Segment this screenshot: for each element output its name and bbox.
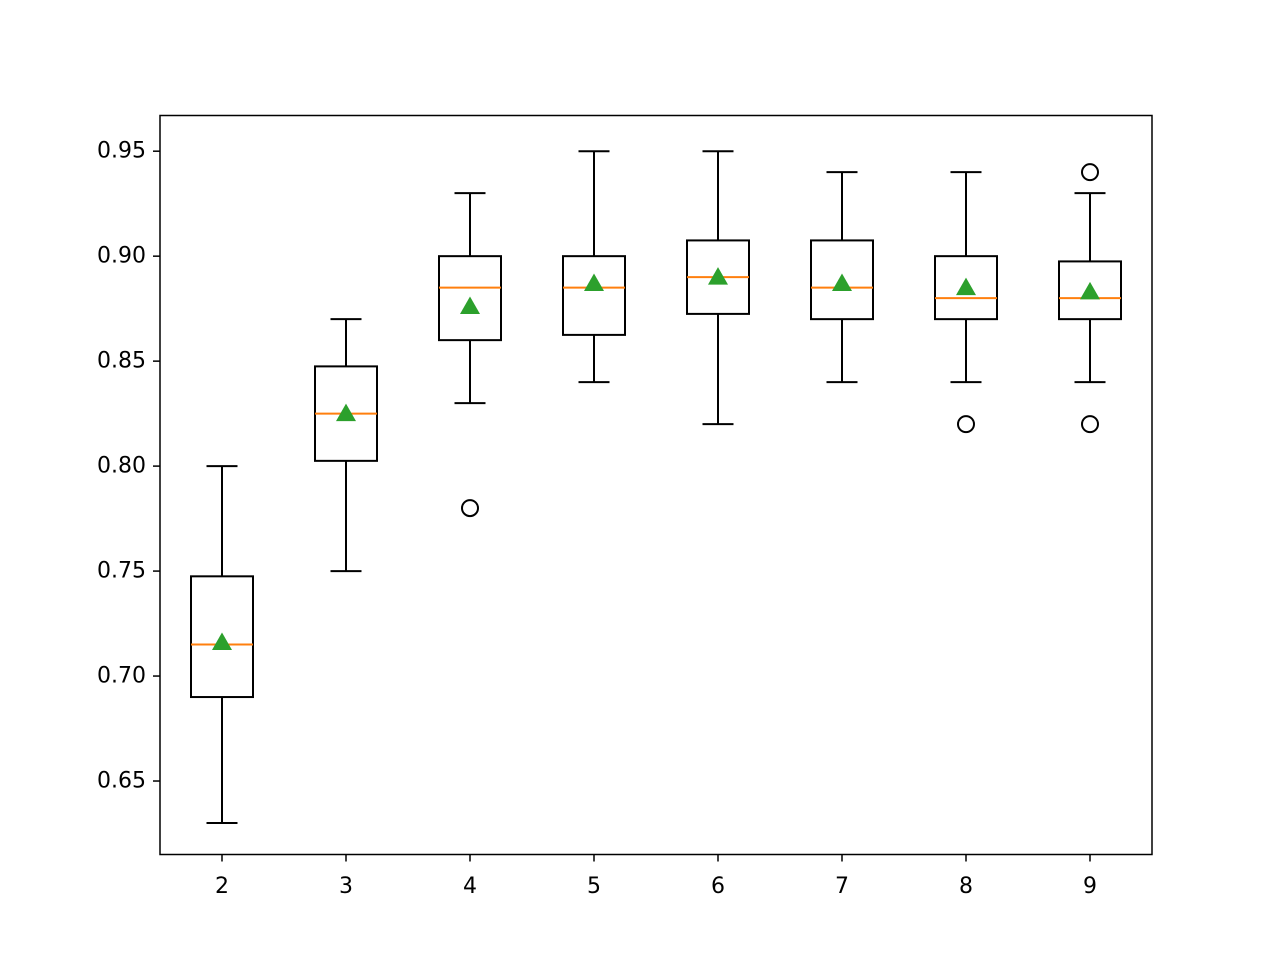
plot-area: [190, 150, 1122, 825]
axes-frame: [159, 114, 1153, 856]
box-group-9: [1058, 163, 1122, 434]
mean-marker: [336, 403, 356, 422]
y-tick-label: 0.80: [97, 454, 146, 479]
box-group-4: [438, 192, 502, 518]
outlier-point: [957, 415, 975, 434]
outlier-point: [1081, 415, 1099, 434]
x-tick-label: 6: [711, 874, 725, 899]
outlier-point: [461, 499, 479, 518]
mean-marker: [212, 632, 232, 650]
x-axis: 2 3 4 5 6 7 8 9: [215, 854, 1097, 899]
x-tick-label: 5: [587, 874, 601, 899]
y-tick-label: 0.65: [97, 769, 146, 794]
box-group-5: [562, 150, 626, 384]
box-iqr: [810, 239, 874, 321]
mean-marker: [708, 267, 728, 285]
y-tick-label: 0.90: [97, 244, 146, 269]
y-tick-label: 0.70: [97, 664, 146, 689]
box-iqr: [1058, 260, 1122, 321]
box-group-6: [686, 150, 750, 426]
y-tick-label: 0.75: [97, 559, 146, 584]
outlier-point: [1081, 163, 1099, 182]
box-iqr: [190, 575, 254, 699]
y-tick-label: 0.85: [97, 349, 146, 374]
x-tick-label: 8: [959, 874, 973, 899]
x-tick-label: 7: [835, 874, 849, 899]
x-tick-label: 2: [215, 874, 229, 899]
mean-marker: [1080, 281, 1100, 300]
box-group-7: [810, 171, 874, 384]
x-tick-label: 9: [1083, 874, 1097, 899]
box-group-8: [934, 171, 998, 434]
mean-marker: [956, 277, 976, 296]
box-group-3: [314, 318, 378, 573]
y-axis: 0.65 0.70 0.75 0.80 0.85 0.90 0.95: [97, 139, 160, 794]
mean-marker: [584, 273, 604, 291]
mean-marker: [832, 273, 852, 291]
box-iqr: [438, 255, 502, 342]
y-tick-label: 0.95: [97, 139, 146, 164]
mean-marker: [460, 296, 480, 315]
box-iqr: [934, 255, 998, 321]
x-tick-label: 4: [463, 874, 477, 899]
box-group-2: [190, 465, 254, 825]
x-tick-label: 3: [339, 874, 353, 899]
box-iqr: [562, 255, 626, 336]
